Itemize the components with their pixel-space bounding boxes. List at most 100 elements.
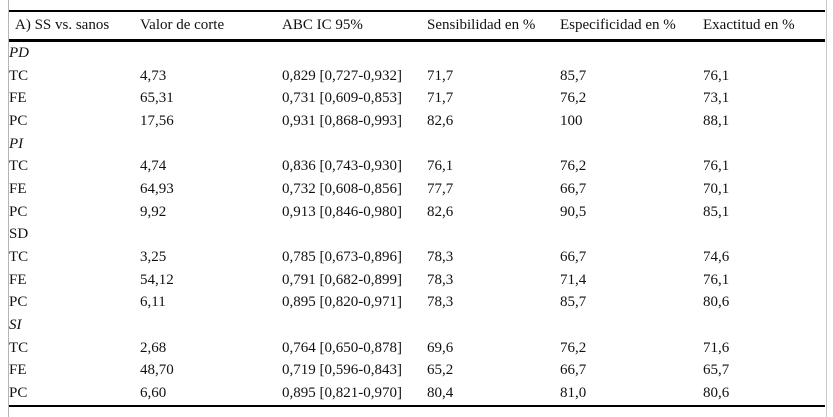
group-label: PD xyxy=(9,44,29,61)
accuracy-value: 70,1 xyxy=(703,180,730,197)
cutoff-value: 54,12 xyxy=(140,271,174,288)
data-row: FE 65,31 0,731 [0,609-0,853] 71,7 76,2 73,1 xyxy=(9,87,825,110)
auc-ci-value: 0,764 [0,650-0,878] xyxy=(282,339,402,356)
column-header: Sensibilidad en % xyxy=(427,11,560,42)
header-row: A) SS vs. sanos Valor de corte ABC IC 95% S… xyxy=(9,11,825,42)
cutoff-value: 4,74 xyxy=(140,158,167,175)
data-row: TC 4,74 0,836 [0,743-0,930] 76,1 76,2 76,1 xyxy=(9,155,825,178)
row-label: PC xyxy=(9,112,28,129)
accuracy-value: 74,6 xyxy=(703,249,730,266)
sensitivity-value: 65,2 xyxy=(427,362,454,379)
data-row: PC 6,11 0,895 [0,820-0,971] 78,3 85,7 80,6 xyxy=(9,292,825,315)
group-label: SD xyxy=(9,226,29,243)
data-row: FE 64,93 0,732 [0,608-0,856] 77,7 66,7 70,1 xyxy=(9,178,825,201)
row-label: FE xyxy=(9,271,27,288)
specificity-value: 90,5 xyxy=(560,203,587,220)
sensitivity-value: 82,6 xyxy=(427,203,454,220)
auc-ci-value: 0,732 [0,608-0,856] xyxy=(282,180,402,197)
data-row: PC 6,60 0,895 [0,821-0,970] 80,4 81,0 80,6 xyxy=(9,382,825,406)
group-row: SI xyxy=(9,314,825,337)
data-row: PC 17,56 0,931 [0,868-0,993] 82,6 100 88,1 xyxy=(9,110,825,133)
cutoff-value: 4,73 xyxy=(140,67,167,84)
row-label: TC xyxy=(9,67,29,84)
column-header: Especificidad en % xyxy=(560,11,703,42)
specificity-value: 85,7 xyxy=(560,294,587,311)
specificity-value: 66,7 xyxy=(560,180,587,197)
sensitivity-value: 82,6 xyxy=(427,112,454,129)
accuracy-value: 76,1 xyxy=(703,158,730,175)
table-body: PD TC 4,73 0,829 [0,727-0,932] 71,7 85,7 76,1 F… xyxy=(9,41,825,407)
sensitivity-value: 78,3 xyxy=(427,249,454,266)
row-label: TC xyxy=(9,339,29,356)
data-row: FE 54,12 0,791 [0,682-0,899] 78,3 71,4 76,1 xyxy=(9,269,825,292)
auc-ci-value: 0,895 [0,820-0,971] xyxy=(282,294,402,311)
specificity-value: 66,7 xyxy=(560,249,587,266)
specificity-value: 85,7 xyxy=(560,67,587,84)
specificity-value: 76,2 xyxy=(560,158,587,175)
cutoff-value: 6,60 xyxy=(140,385,167,402)
auc-ci-value: 0,791 [0,682-0,899] xyxy=(282,271,402,288)
accuracy-value: 65,7 xyxy=(703,362,730,379)
sensitivity-value: 78,3 xyxy=(427,294,454,311)
cutoff-value: 65,31 xyxy=(140,90,174,107)
auc-ci-value: 0,836 [0,743-0,930] xyxy=(282,158,402,175)
specificity-value: 81,0 xyxy=(560,385,587,402)
group-row: PD xyxy=(9,41,825,65)
auc-ci-value: 0,785 [0,673-0,896] xyxy=(282,249,402,266)
sensitivity-value: 71,7 xyxy=(427,67,454,84)
cutoff-value: 48,70 xyxy=(140,362,174,379)
auc-ci-value: 0,719 [0,596-0,843] xyxy=(282,362,402,379)
row-label: TC xyxy=(9,158,29,175)
right-crop-edge-line xyxy=(826,0,827,417)
auc-ci-value: 0,829 [0,727-0,932] xyxy=(282,67,402,84)
results-table-container: A) SS vs. sanos Valor de corte ABC IC 95% S… xyxy=(9,10,825,407)
column-header: ABC IC 95% xyxy=(282,11,427,42)
specificity-value: 66,7 xyxy=(560,362,587,379)
column-header: Valor de corte xyxy=(140,11,282,42)
row-label: PC xyxy=(9,294,28,311)
cutoff-value: 17,56 xyxy=(140,112,174,129)
specificity-value: 100 xyxy=(560,112,583,129)
sensitivity-value: 71,7 xyxy=(427,90,454,107)
accuracy-value: 88,1 xyxy=(703,112,730,129)
specificity-value: 71,4 xyxy=(560,271,587,288)
cutoff-value: 64,93 xyxy=(140,180,174,197)
specificity-value: 76,2 xyxy=(560,90,587,107)
row-label: FE xyxy=(9,180,27,197)
sensitivity-value: 78,3 xyxy=(427,271,454,288)
row-label: FE xyxy=(9,362,27,379)
accuracy-value: 73,1 xyxy=(703,90,730,107)
cutoff-value: 3,25 xyxy=(140,249,167,266)
data-row: TC 4,73 0,829 [0,727-0,932] 71,7 85,7 76,1 xyxy=(9,65,825,88)
data-row: TC 3,25 0,785 [0,673-0,896] 78,3 66,7 74,6 xyxy=(9,246,825,269)
auc-ci-value: 0,931 [0,868-0,993] xyxy=(282,112,402,129)
accuracy-value: 80,6 xyxy=(703,385,730,402)
data-row: TC 2,68 0,764 [0,650-0,878] 69,6 76,2 71,6 xyxy=(9,337,825,360)
cutoff-value: 6,11 xyxy=(140,294,166,311)
group-row: PI xyxy=(9,133,825,156)
group-row: SD xyxy=(9,224,825,247)
auc-ci-value: 0,731 [0,609-0,853] xyxy=(282,90,402,107)
sensitivity-value: 77,7 xyxy=(427,180,454,197)
cutoff-value: 2,68 xyxy=(140,339,167,356)
row-label: PC xyxy=(9,203,28,220)
sensitivity-value: 76,1 xyxy=(427,158,454,175)
group-label: PI xyxy=(9,135,24,152)
sensitivity-value: 80,4 xyxy=(427,385,454,402)
auc-ci-value: 0,895 [0,821-0,970] xyxy=(282,385,402,402)
data-row: PC 9,92 0,913 [0,846-0,980] 82,6 90,5 85,1 xyxy=(9,201,825,224)
left-crop-edge-line xyxy=(8,0,9,417)
auc-ci-value: 0,913 [0,846-0,980] xyxy=(282,203,402,220)
results-table: A) SS vs. sanos Valor de corte ABC IC 95% S… xyxy=(9,10,825,407)
row-label: PC xyxy=(9,385,28,402)
specificity-value: 76,2 xyxy=(560,339,587,356)
accuracy-value: 76,1 xyxy=(703,271,730,288)
accuracy-value: 71,6 xyxy=(703,339,730,356)
sensitivity-value: 69,6 xyxy=(427,339,454,356)
data-row: FE 48,70 0,719 [0,596-0,843] 65,2 66,7 65,7 xyxy=(9,360,825,383)
accuracy-value: 85,1 xyxy=(703,203,730,220)
column-header: A) SS vs. sanos xyxy=(9,11,140,42)
group-label: SI xyxy=(9,317,22,334)
accuracy-value: 76,1 xyxy=(703,67,730,84)
